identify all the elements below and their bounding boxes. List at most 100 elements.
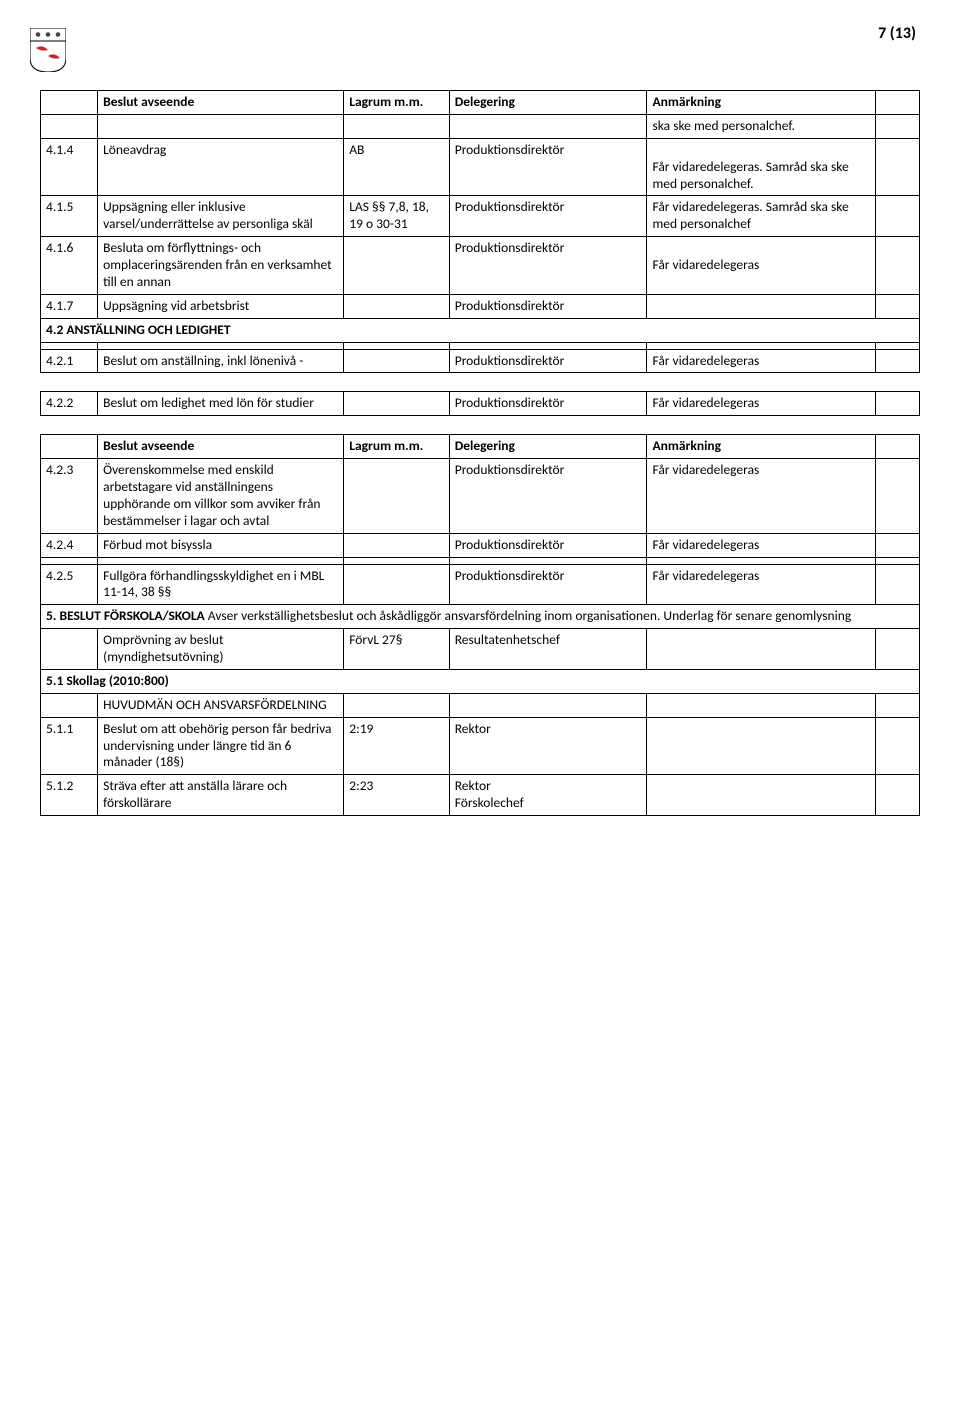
column-header: Delegering	[449, 435, 647, 459]
table-cell	[876, 392, 920, 416]
table-cell: Får vidaredelegeras	[647, 349, 876, 373]
table-cell: LAS §§ 7,8, 18, 19 o 30-31	[344, 196, 449, 237]
table-cell	[344, 557, 449, 564]
table-cell	[876, 349, 920, 373]
table-cell: HUVUDMÄN OCH ANSVARSFÖRDELNING	[98, 693, 344, 717]
table-row	[41, 557, 920, 564]
column-header: Lagrum m.m.	[344, 91, 449, 115]
table-cell: Produktionsdirektör	[449, 349, 647, 373]
table-cell: Produktionsdirektör	[449, 564, 647, 605]
table-row: 5.1 Skollag (2010:800)	[41, 669, 920, 693]
table-row	[41, 342, 920, 349]
table-cell: ska ske med personalchef.	[647, 114, 876, 138]
table-cell	[98, 557, 344, 564]
table-cell: 4.2.3	[41, 459, 98, 534]
section-note: Avser verkställighetsbeslut och åskådlig…	[205, 607, 851, 624]
table-cell: 5.1.1	[41, 717, 98, 775]
table-row: ska ske med personalchef.	[41, 114, 920, 138]
table-cell	[344, 533, 449, 557]
table-row: HUVUDMÄN OCH ANSVARSFÖRDELNING	[41, 693, 920, 717]
column-header	[876, 91, 920, 115]
table-cell	[647, 629, 876, 670]
table-cell	[876, 459, 920, 534]
table-cell	[344, 459, 449, 534]
table-cell: Produktionsdirektör	[449, 533, 647, 557]
table-row: 4.2.2Beslut om ledighet med lön för stud…	[41, 392, 920, 416]
table-row: 4.2.5Fullgöra förhandlingsskyldighet en …	[41, 564, 920, 605]
table-cell	[344, 237, 449, 295]
table-cell: 5.1.2	[41, 775, 98, 816]
table-cell	[876, 629, 920, 670]
table-cell: Fullgöra förhandlingsskyldighet en i MBL…	[98, 564, 344, 605]
section-heading: 5. BESLUT FÖRSKOLA/SKOLA Avser verkställ…	[41, 605, 920, 629]
table-cell: Rektor	[449, 717, 647, 775]
column-header	[876, 435, 920, 459]
table-cell	[41, 557, 98, 564]
table-cell: Produktionsdirektör	[449, 138, 647, 196]
table-row: 4.1.5Uppsägning eller inklusive varsel/u…	[41, 196, 920, 237]
table-cell: RektorFörskolechef	[449, 775, 647, 816]
table-cell: Besluta om förflyttnings- och omplacerin…	[98, 237, 344, 295]
table-row: Omprövning av beslut (myndighetsutövning…	[41, 629, 920, 670]
table-cell: Produktionsdirektör	[449, 294, 647, 318]
table-cell: 2:19	[344, 717, 449, 775]
table-cell: Produktionsdirektör	[449, 196, 647, 237]
table-row: Beslut avseendeLagrum m.m.DelegeringAnmä…	[41, 91, 920, 115]
section-heading: 4.2 ANSTÄLLNING OCH LEDIGHET	[41, 318, 920, 342]
table-cell	[876, 717, 920, 775]
table-cell: 4.1.5	[41, 196, 98, 237]
table-cell: Omprövning av beslut (myndighetsutövning…	[98, 629, 344, 670]
table-cell: Sträva efter att anställa lärare och för…	[98, 775, 344, 816]
table-cell: Uppsägning vid arbetsbrist	[98, 294, 344, 318]
table-cell: Beslut om att obehörig person får bedriv…	[98, 717, 344, 775]
table-cell	[876, 196, 920, 237]
table-cell: Överenskommelse med enskild arbetstagare…	[98, 459, 344, 534]
table-cell	[344, 349, 449, 373]
table-cell	[344, 294, 449, 318]
table-cell	[344, 693, 449, 717]
table-cell	[98, 342, 344, 349]
table-cell: Får vidaredelegeras. Samråd ska ske med …	[647, 138, 876, 196]
table-cell: FörvL 27§	[344, 629, 449, 670]
table-cell: 4.1.6	[41, 237, 98, 295]
table-row: 5. BESLUT FÖRSKOLA/SKOLA Avser verkställ…	[41, 605, 920, 629]
column-header: Anmärkning	[647, 435, 876, 459]
table-cell: 4.1.4	[41, 138, 98, 196]
table-cell	[876, 138, 920, 196]
section-bold: 5. BESLUT FÖRSKOLA/SKOLA	[46, 607, 205, 624]
table-cell	[647, 717, 876, 775]
content-area: Beslut avseendeLagrum m.m.DelegeringAnmä…	[40, 90, 920, 816]
table-row: 4.1.6Besluta om förflyttnings- och ompla…	[41, 237, 920, 295]
table-cell: 4.1.7	[41, 294, 98, 318]
page-logo	[30, 28, 66, 72]
table-row: 5.1.1Beslut om att obehörig person får b…	[41, 717, 920, 775]
table-cell	[41, 629, 98, 670]
table-cell: Produktionsdirektör	[449, 237, 647, 295]
table-cell	[647, 294, 876, 318]
table-cell: Får vidaredelegeras	[647, 392, 876, 416]
table-row: 5.1.2Sträva efter att anställa lärare oc…	[41, 775, 920, 816]
page-number: 7 (13)	[878, 24, 916, 43]
table-cell: Får vidaredelegeras. Samråd ska ske med …	[647, 196, 876, 237]
table-cell	[647, 557, 876, 564]
column-header: Anmärkning	[647, 91, 876, 115]
table-cell	[344, 114, 449, 138]
table-cell	[344, 564, 449, 605]
table-row: 4.1.4LöneavdragABProduktionsdirektörFår …	[41, 138, 920, 196]
table-cell: Får vidaredelegeras	[647, 237, 876, 295]
table-cell: 4.2.5	[41, 564, 98, 605]
table-cell: Får vidaredelegeras	[647, 459, 876, 534]
table-cell: Produktionsdirektör	[449, 392, 647, 416]
table-row: 4.2 ANSTÄLLNING OCH LEDIGHET	[41, 318, 920, 342]
table-cell: Resultatenhetschef	[449, 629, 647, 670]
table-cell	[449, 557, 647, 564]
table-cell	[449, 693, 647, 717]
table-cell: Produktionsdirektör	[449, 459, 647, 534]
table-cell: Får vidaredelegeras	[647, 533, 876, 557]
data-table: Beslut avseendeLagrum m.m.DelegeringAnmä…	[40, 90, 920, 373]
table-cell: 2:23	[344, 775, 449, 816]
table-cell	[449, 114, 647, 138]
table-cell	[449, 342, 647, 349]
table-cell: AB	[344, 138, 449, 196]
table-cell	[876, 775, 920, 816]
